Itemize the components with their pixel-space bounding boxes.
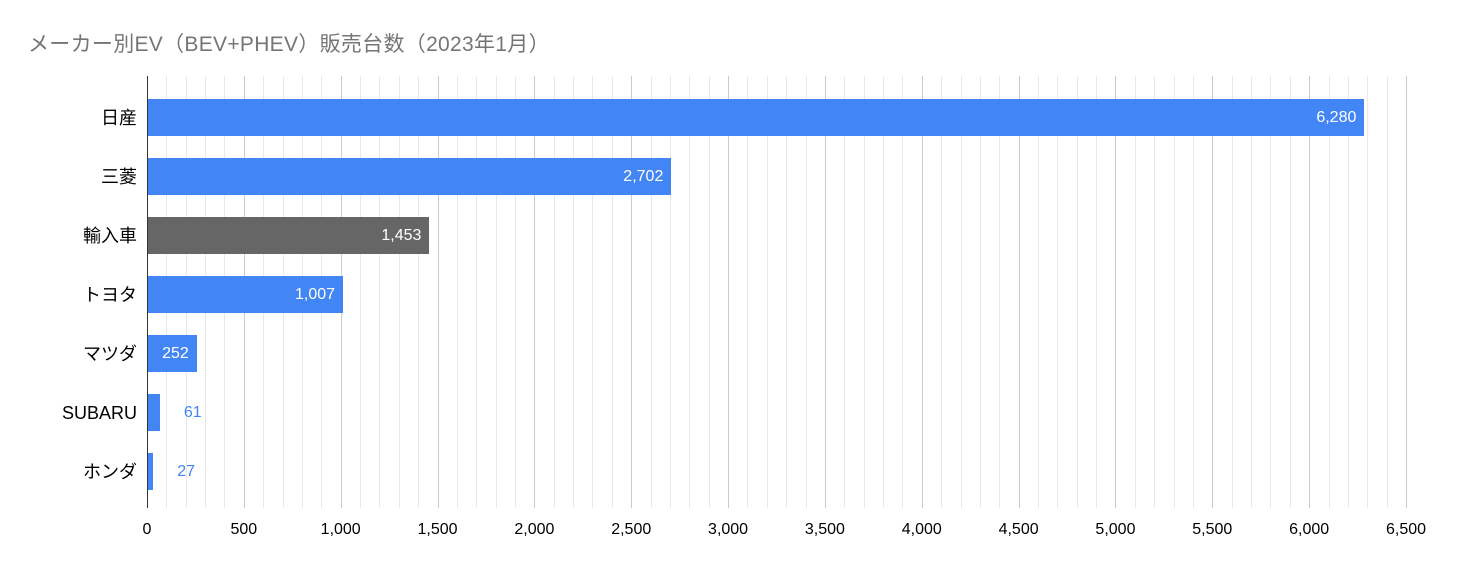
gridline-minor (1096, 76, 1098, 508)
gridline-major (534, 76, 536, 508)
gridline-minor (1251, 76, 1253, 508)
gridline-minor (360, 76, 362, 508)
category-label-マツダ: マツダ (83, 343, 137, 364)
gridline-major (1018, 76, 1020, 508)
x-tick-label: 1,000 (320, 521, 361, 538)
gridline-minor (592, 76, 594, 508)
gridline-minor (476, 76, 478, 508)
gridline-minor (573, 76, 575, 508)
gridline-minor (979, 76, 981, 508)
x-tick-label: 4,000 (901, 521, 942, 538)
bar-value-label: 1,007 (295, 285, 336, 303)
bar-value-label: 2,702 (623, 167, 664, 185)
gridline-minor (902, 76, 904, 508)
gridline-major (631, 76, 633, 508)
bar-value-label: 252 (162, 344, 189, 362)
gridline-minor (1134, 76, 1136, 508)
gridline-minor (398, 76, 400, 508)
gridline-minor (689, 76, 691, 508)
bar-輸入車: 1,453 (148, 217, 430, 254)
category-label-三菱: 三菱 (101, 166, 137, 187)
gridline-minor (863, 76, 865, 508)
category-label-日産: 日産 (101, 107, 137, 128)
gridline-minor (379, 76, 381, 508)
gridline-minor (515, 76, 516, 508)
bar-SUBARU: 61 (148, 394, 202, 431)
gridline-minor (805, 76, 807, 508)
gridline-major (1212, 76, 1214, 508)
gridline-major (824, 76, 826, 508)
x-tick-label: 2,500 (611, 521, 652, 538)
gridline-minor (1289, 76, 1291, 508)
x-tick-label: 6,500 (1385, 521, 1427, 538)
gridline-major (1309, 76, 1311, 508)
gridline-minor (1076, 76, 1078, 508)
gridline-minor (1154, 76, 1156, 508)
gridline-minor (1328, 76, 1330, 508)
x-tick-label: 5,500 (1192, 521, 1233, 538)
category-label-ホンダ: ホンダ (83, 461, 137, 482)
chart-title: メーカー別EV（BEV+PHEV）販売台数（2023年1月） (28, 33, 550, 56)
x-tick-label: 3,500 (804, 521, 845, 538)
gridline-minor (669, 76, 671, 508)
gridline-minor (456, 76, 458, 508)
gridline-minor (553, 76, 555, 508)
gridline-major (921, 76, 923, 508)
gridline-major (1406, 76, 1407, 508)
bar-マツダ: 252 (148, 335, 197, 372)
gridline-major (728, 76, 730, 508)
gridline-minor (495, 76, 497, 508)
x-axis-tick-labels: 0 500 1,000 1,500 2,000 2,500 3,000 3,500 4,000 4… (0, 518, 1463, 542)
plot-area: 6,280 2,702 1,453 1,007 252 61 27 (147, 76, 1407, 508)
gridline-minor (1192, 76, 1194, 508)
gridline-minor (650, 76, 652, 508)
gridline-minor (611, 76, 613, 508)
bar-日産: 6,280 (148, 99, 1365, 136)
gridline-minor (883, 76, 885, 508)
category-label-輸入車: 輸入車 (83, 225, 137, 246)
gridline-minor (999, 76, 1001, 508)
bar-value-label: 6,280 (1316, 108, 1357, 126)
gridline-major (1115, 76, 1117, 508)
gridline-minor (941, 76, 943, 508)
y-axis-category-labels: 日産三菱輸入車トヨタマツダ SUBARU ホンダ (0, 76, 137, 508)
gridline-minor (1057, 76, 1059, 508)
bar-ホンダ: 27 (148, 453, 195, 490)
x-tick-label: 0 (142, 521, 152, 538)
gridline-minor (1231, 76, 1233, 508)
bar-value-label: 1,453 (381, 226, 422, 244)
gridline-minor (766, 76, 768, 508)
category-label-トヨタ: トヨタ (83, 284, 137, 305)
x-tick-label: 4,500 (998, 521, 1039, 538)
gridline-minor (1173, 76, 1175, 508)
bar-トヨタ: 1,007 (148, 276, 344, 313)
gridline-minor (747, 76, 749, 508)
gridline-major (437, 76, 439, 508)
bar-value-label: 61 (183, 403, 202, 421)
x-tick-label: 2,000 (514, 521, 555, 538)
category-label-SUBARU: SUBARU (61, 402, 137, 423)
gridline-minor (1386, 76, 1388, 508)
gridline-minor (1270, 76, 1272, 508)
gridline-minor (960, 76, 962, 508)
x-tick-label: 6,000 (1289, 521, 1330, 538)
x-tick-label: 5,000 (1095, 521, 1136, 538)
gridline-minor (844, 76, 846, 508)
gridline-minor (1367, 76, 1369, 508)
gridline-minor (418, 76, 420, 508)
x-tick-label: 3,000 (708, 521, 749, 538)
x-tick-label: 1,500 (417, 521, 458, 538)
bar-value-label: 27 (177, 462, 196, 480)
gridline-minor (708, 76, 710, 508)
bar-三菱: 2,702 (148, 158, 672, 195)
x-tick-label: 500 (230, 521, 258, 538)
y-axis-baseline (147, 76, 148, 508)
gridline-minor (786, 76, 788, 508)
gridline-minor (1037, 76, 1039, 508)
gridline-minor (1347, 76, 1349, 508)
